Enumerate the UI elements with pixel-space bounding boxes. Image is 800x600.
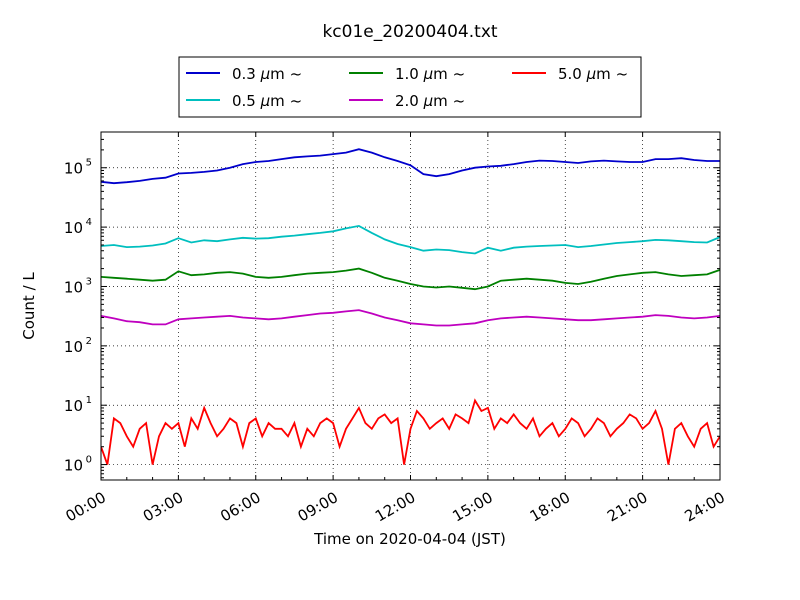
series-line-2-0um	[101, 309, 720, 327]
y-tick-exponent: 0	[86, 455, 92, 466]
x-tick-label: 18:00	[527, 488, 573, 525]
series-line-5-0um	[101, 398, 720, 465]
x-tick-label: 21:00	[604, 488, 650, 525]
x-axis-label: Time on 2020-04-04 (JST)	[313, 530, 506, 548]
legend: 0.3 µm ~ 0.5 µm ~ 1.0 µm ~ 2.0 µm ~ 5.0 µm ~	[178, 56, 642, 118]
plot-background	[101, 132, 720, 480]
x-tick-label: 09:00	[295, 488, 341, 525]
y-tick-label: 10	[64, 160, 83, 178]
x-tick-label: 12:00	[372, 488, 418, 525]
x-tick-label: 03:00	[140, 488, 186, 525]
x-tick-label: 00:00	[63, 488, 109, 525]
legend-label: 1.0 µm ~	[395, 65, 465, 83]
y-tick-exponent: 1	[86, 395, 92, 406]
legend-label: 2.0 µm ~	[395, 92, 465, 110]
y-tick-label: 10	[64, 278, 83, 296]
y-tick-label: 10	[64, 397, 83, 415]
y-tick-label: 10	[64, 219, 83, 237]
series-layer	[101, 148, 720, 465]
series-line-0-5um	[101, 224, 720, 255]
series-line-1-0um	[101, 267, 720, 291]
y-tick-label: 10	[64, 457, 83, 475]
y-tick-exponent: 2	[86, 336, 92, 347]
series-line-0-3um	[101, 148, 720, 185]
x-tick-label: 06:00	[217, 488, 263, 525]
y-tick-exponent: 4	[86, 217, 92, 228]
plot-frame	[100, 131, 721, 481]
x-tick-labels: 00:00 03:00 06:00 09:00 12:00 15:00 18:00 21:00…	[63, 488, 728, 525]
legend-box	[178, 56, 642, 118]
y-axis-label: Count / L	[20, 272, 38, 340]
y-tick-label: 10	[64, 338, 83, 356]
chart-title: kc01e_20200404.txt	[322, 22, 497, 42]
x-tick-label: 24:00	[682, 488, 728, 525]
legend-label: 0.3 µm ~	[232, 65, 302, 83]
plot-area	[100, 131, 721, 481]
legend-label: 0.5 µm ~	[232, 92, 302, 110]
x-tick-label: 15:00	[449, 488, 495, 525]
y-tick-exponent: 3	[86, 276, 92, 287]
legend-label: 5.0 µm ~	[558, 65, 628, 83]
y-tick-exponent: 5	[86, 158, 92, 169]
